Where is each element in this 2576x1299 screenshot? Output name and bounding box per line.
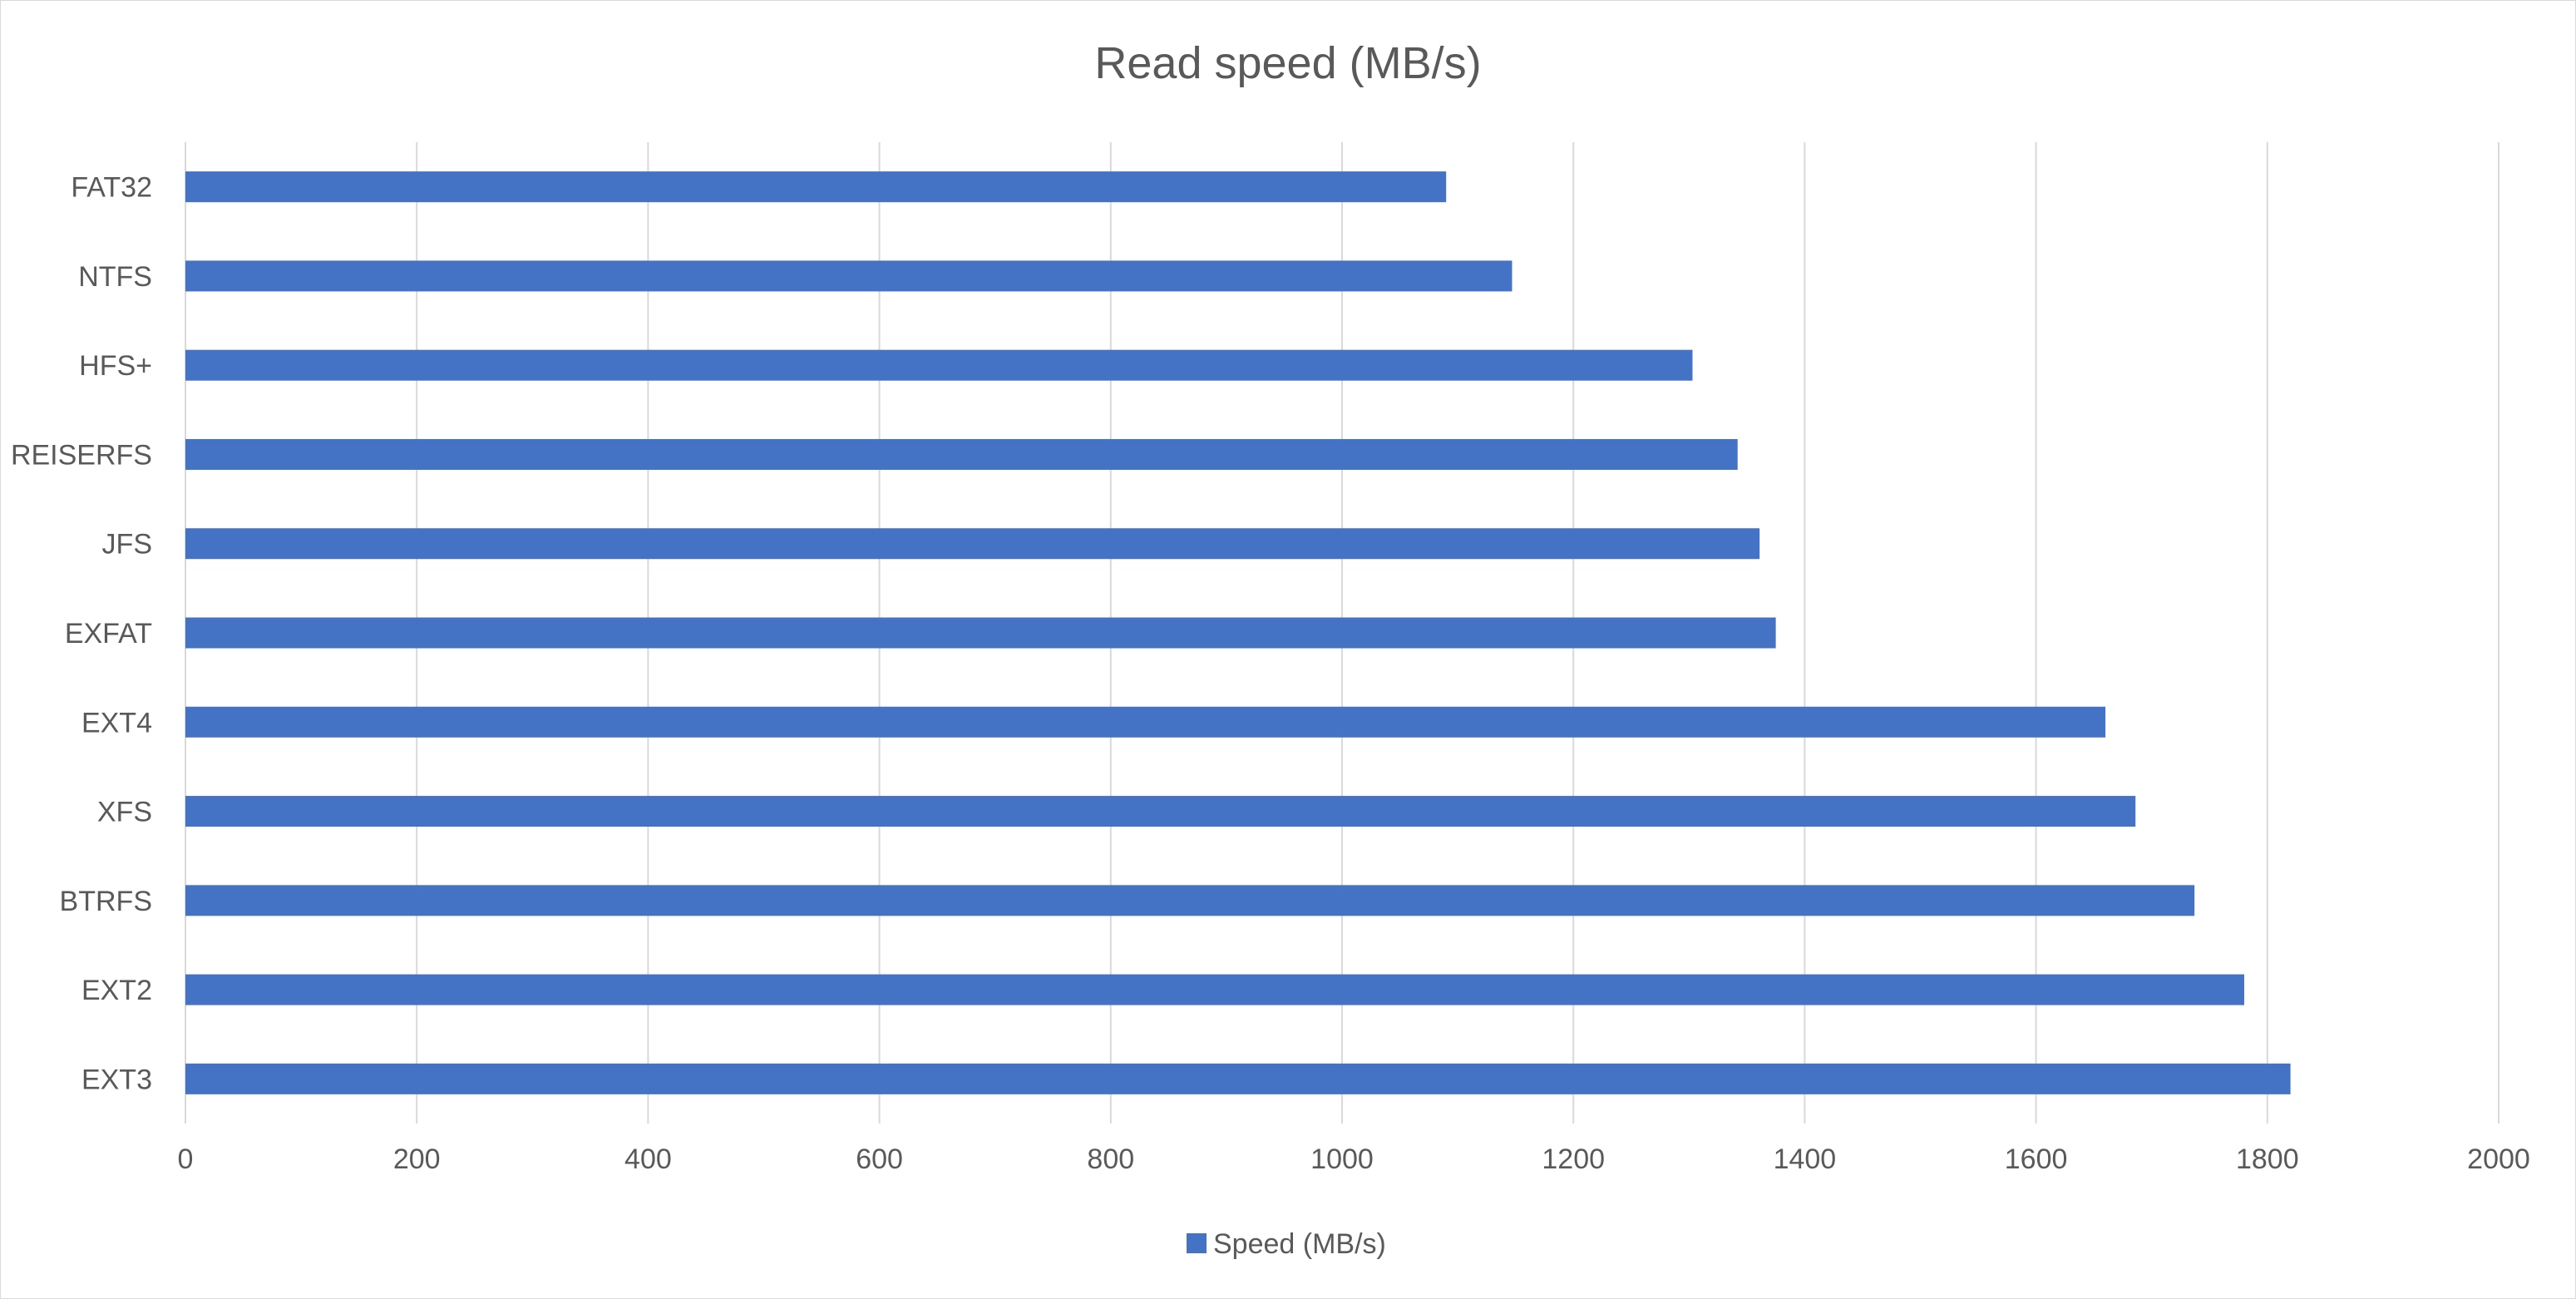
x-tick-label: 2000 (2467, 1143, 2530, 1175)
x-tick-label: 1600 (2005, 1143, 2068, 1175)
bar-ntfs (185, 260, 1513, 292)
bar-xfs (185, 796, 2136, 827)
x-tick-label: 1800 (2236, 1143, 2299, 1175)
bar-hfs- (185, 349, 1693, 381)
x-tick-label: 800 (1087, 1143, 1134, 1175)
y-category-label: BTRFS (60, 886, 152, 917)
chart-title: Read speed (MB/s) (1094, 38, 1481, 88)
bar-exfat (185, 617, 1776, 649)
legend: Speed (MB/s) (1187, 1228, 1386, 1260)
x-axis: 0 200 400 600 800 1000 1200 1400 1600 1800 2000 (178, 1143, 2530, 1175)
y-category-label: NTFS (78, 261, 152, 293)
y-category-label: EXFAT (65, 618, 152, 650)
x-tick-label: 1200 (1542, 1143, 1605, 1175)
y-category-label: XFS (97, 797, 152, 828)
legend-label: Speed (MB/s) (1213, 1228, 1386, 1260)
y-axis: FAT32 NTFS HFS+ REISERFS JFS EXFAT EXT4 XFS BTRF… (11, 172, 152, 1096)
x-tick-label: 1400 (1774, 1143, 1837, 1175)
bar-ext4 (185, 706, 2106, 738)
y-category-label: JFS (102, 529, 152, 561)
x-tick-label: 0 (178, 1143, 194, 1175)
bar-ext2 (185, 974, 2244, 1005)
y-category-label: EXT3 (81, 1064, 152, 1095)
y-category-label: HFS+ (79, 350, 152, 382)
x-tick-label: 400 (624, 1143, 672, 1175)
y-category-label: REISERFS (11, 439, 152, 471)
bar-jfs (185, 528, 1760, 560)
bar-ext3 (185, 1063, 2291, 1094)
bar-reiserfs (185, 438, 1738, 470)
bar-btrfs (185, 885, 2195, 916)
legend-swatch (1187, 1233, 1207, 1253)
bar-fat32 (185, 171, 1447, 203)
x-tick-label: 600 (856, 1143, 903, 1175)
bars (185, 171, 2291, 1094)
y-category-label: EXT4 (81, 707, 152, 738)
x-tick-label: 200 (393, 1143, 441, 1175)
y-category-label: FAT32 (71, 172, 152, 204)
x-tick-label: 1000 (1310, 1143, 1374, 1175)
y-category-label: EXT2 (81, 975, 152, 1006)
